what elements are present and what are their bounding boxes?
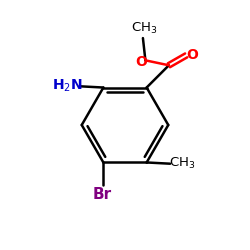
Text: O: O xyxy=(186,48,198,62)
Text: H$_2$N: H$_2$N xyxy=(52,78,83,94)
Text: Br: Br xyxy=(92,187,112,202)
Text: CH$_3$: CH$_3$ xyxy=(131,21,158,36)
Text: O: O xyxy=(135,54,147,68)
Text: CH$_3$: CH$_3$ xyxy=(169,156,196,171)
